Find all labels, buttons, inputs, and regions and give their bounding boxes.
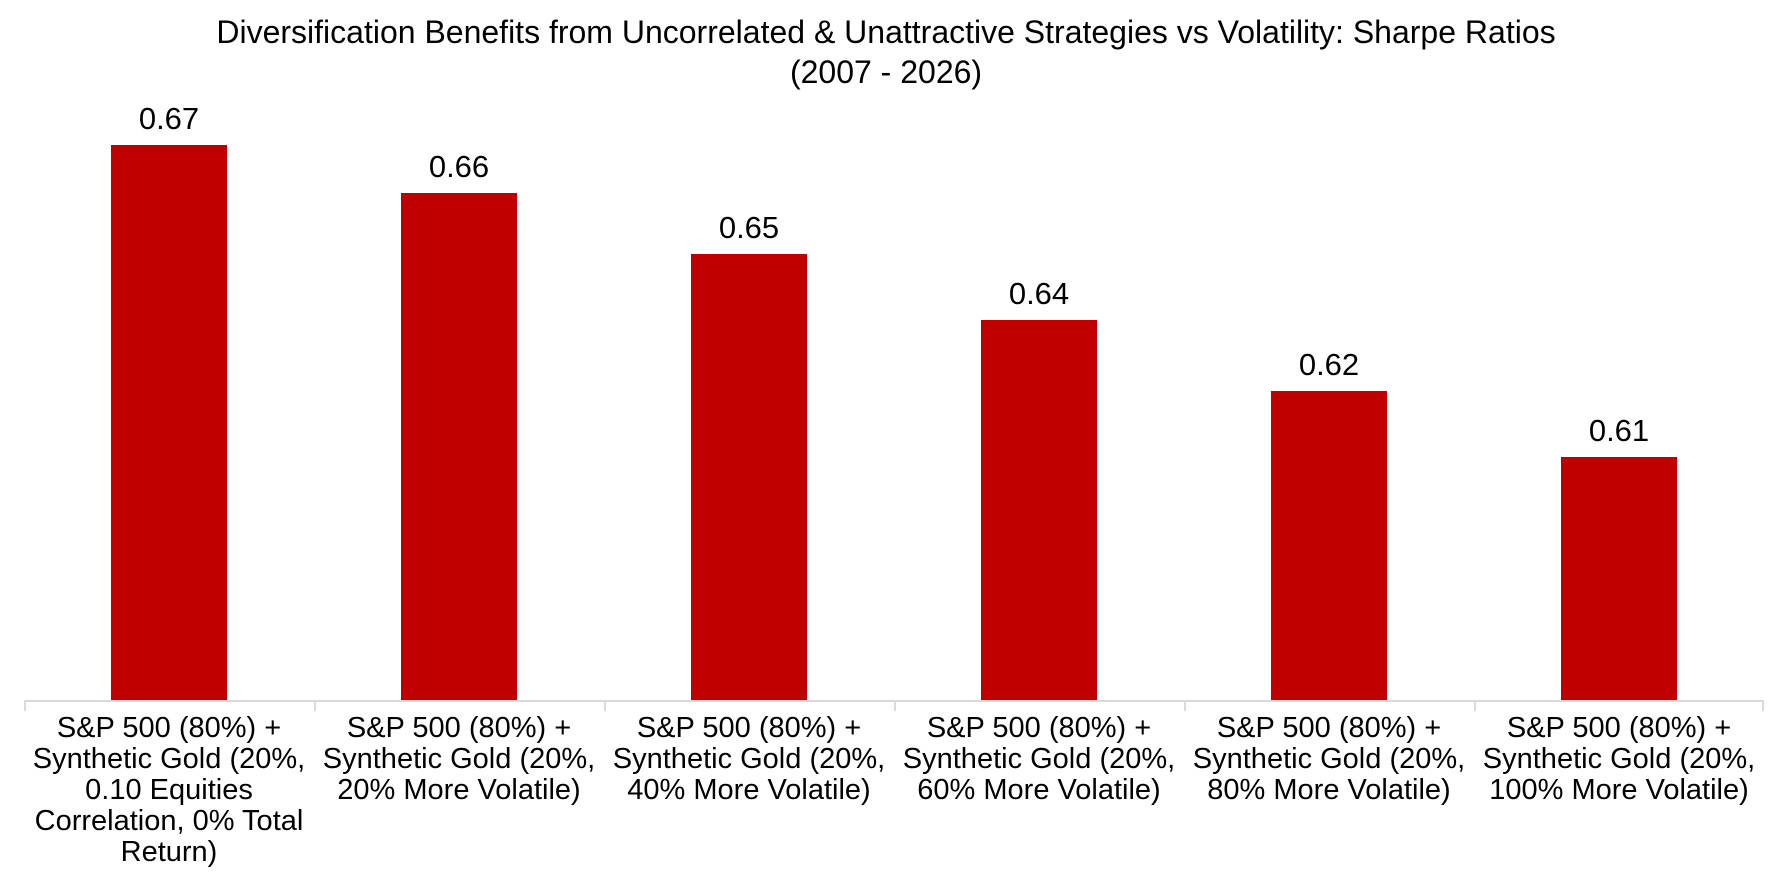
category-label: S&P 500 (80%) + Synthetic Gold (20%, 0.1… [32,712,306,868]
bar-value-label: 0.61 [1588,412,1650,448]
bar-slot: 0.62 [1184,102,1474,700]
category-label: S&P 500 (80%) + Synthetic Gold (20%, 20%… [322,712,596,806]
bar-slot: 0.64 [894,102,1184,700]
bar-value-label: 0.66 [428,149,490,185]
chart-title: Diversification Benefits from Uncorrelat… [216,14,1556,50]
bar-slot: 0.61 [1474,102,1764,700]
axis-tick-mark [604,702,606,711]
bar-slot: 0.66 [314,102,604,700]
axis-tick-mark [24,702,26,711]
bar-slot: 0.65 [604,102,894,700]
bar-value-label: 0.64 [1008,275,1070,311]
category-label: S&P 500 (80%) + Synthetic Gold (20%, 40%… [612,712,886,806]
bar [111,145,227,700]
plot-area: 0.67 0.66 0.65 0.64 0.62 0.61 [24,102,1764,702]
axis-tick-mark [894,702,896,711]
chart-subtitle: (2007 - 2026) [789,54,983,90]
category-axis-labels: S&P 500 (80%) + Synthetic Gold (20%, 0.1… [24,713,1764,868]
axis-tick-mark [1762,702,1764,711]
category-label: S&P 500 (80%) + Synthetic Gold (20%, 80%… [1192,712,1466,806]
bar [1271,390,1387,700]
x-axis-ticks [24,702,1764,711]
bar [401,193,517,700]
axis-tick-mark [314,702,316,711]
category-label: S&P 500 (80%) + Synthetic Gold (20%, 60%… [902,712,1176,806]
axis-tick-mark [1474,702,1476,711]
bar [691,254,807,700]
bar-slot: 0.67 [24,102,314,700]
bar-value-label: 0.67 [138,101,200,136]
chart-header: Diversification Benefits from Uncorrelat… [0,12,1772,92]
category-label: S&P 500 (80%) + Synthetic Gold (20%, 100… [1482,712,1756,806]
bar [1561,456,1677,700]
bar-value-label: 0.62 [1298,346,1360,382]
axis-tick-mark [1184,702,1186,711]
bar-value-label: 0.65 [718,210,780,246]
bar [981,319,1097,700]
